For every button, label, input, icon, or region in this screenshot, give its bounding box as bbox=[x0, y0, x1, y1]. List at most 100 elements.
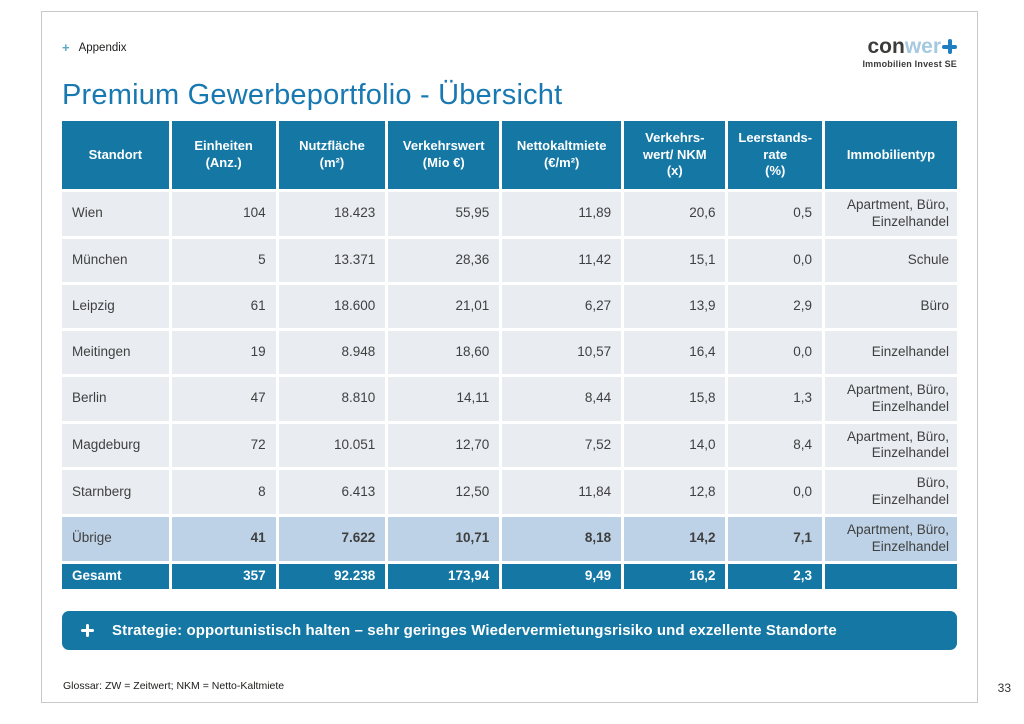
cell: 10.051 bbox=[278, 423, 386, 468]
cell: 18.600 bbox=[278, 284, 386, 328]
portfolio-table: Standort Einheiten (Anz.) Nutzfläche (m²) V… bbox=[59, 118, 960, 592]
cell: 14,2 bbox=[624, 517, 726, 561]
cell: 16,2 bbox=[624, 563, 726, 589]
conwert-logo: conwer Immobilien Invest SE bbox=[862, 36, 957, 69]
top-bar: + Appendix conwer Immobilien Invest SE bbox=[62, 34, 957, 69]
column-header-standort: Standort bbox=[62, 121, 169, 189]
cell: 16,4 bbox=[624, 330, 726, 374]
plus-icon bbox=[81, 623, 94, 637]
column-header-leerstands: Leerstands- rate (%) bbox=[728, 121, 822, 189]
cell: 173,94 bbox=[388, 563, 500, 589]
cell: 18.423 bbox=[278, 192, 386, 236]
page-number: 33 bbox=[997, 681, 1011, 695]
cell-standort: Gesamt bbox=[62, 563, 169, 589]
cell: 6,27 bbox=[502, 284, 622, 328]
cell: 18,60 bbox=[388, 330, 500, 374]
cell: 10,71 bbox=[388, 517, 500, 561]
cell: 14,11 bbox=[388, 376, 500, 421]
table-row-brige: Übrige 41 7.622 10,71 8,18 14,2 7,1 Apartment, … bbox=[62, 517, 957, 561]
breadcrumb: + Appendix bbox=[62, 40, 127, 55]
cell-standort: Leipzig bbox=[62, 284, 169, 328]
cell-standort: München bbox=[62, 238, 169, 282]
cell-standort: Übrige bbox=[62, 517, 169, 561]
cell: 2,9 bbox=[728, 284, 822, 328]
logo-plus-icon bbox=[942, 39, 957, 54]
cell: 15,1 bbox=[624, 238, 726, 282]
cell-standort: Wien bbox=[62, 192, 169, 236]
cell: Büro, Einzelhandel bbox=[824, 470, 957, 514]
cell-standort: Berlin bbox=[62, 376, 169, 421]
cell: 13,9 bbox=[624, 284, 726, 328]
cell: 13.371 bbox=[278, 238, 386, 282]
cell: 14,0 bbox=[624, 423, 726, 468]
slide: + Appendix conwer Immobilien Invest SE P… bbox=[41, 11, 978, 703]
cell: Schule bbox=[824, 238, 957, 282]
cell: 0,5 bbox=[728, 192, 822, 236]
cell bbox=[824, 563, 957, 589]
cell: 7,1 bbox=[728, 517, 822, 561]
cell: 15,8 bbox=[624, 376, 726, 421]
cell: Apartment, Büro, Einzelhandel bbox=[824, 423, 957, 468]
cell: 357 bbox=[171, 563, 276, 589]
cell: 0,0 bbox=[728, 470, 822, 514]
cell: Büro bbox=[824, 284, 957, 328]
cell: 8 bbox=[171, 470, 276, 514]
cell: 41 bbox=[171, 517, 276, 561]
cell: 5 bbox=[171, 238, 276, 282]
cell: 72 bbox=[171, 423, 276, 468]
cell: 2,3 bbox=[728, 563, 822, 589]
column-header-einheiten: Einheiten (Anz.) bbox=[171, 121, 276, 189]
page-title: Premium Gewerbeportfolio - Übersicht bbox=[62, 79, 563, 111]
cell: 11,42 bbox=[502, 238, 622, 282]
cell: 6.413 bbox=[278, 470, 386, 514]
cell: 47 bbox=[171, 376, 276, 421]
logo-text-con: con bbox=[867, 35, 905, 58]
cell: 7,52 bbox=[502, 423, 622, 468]
column-header-nutzfl-che: Nutzfläche (m²) bbox=[278, 121, 386, 189]
table-row-m-nchen: München 5 13.371 28,36 11,42 15,1 0,0 Schule bbox=[62, 238, 957, 282]
cell: 61 bbox=[171, 284, 276, 328]
table-row-magdeburg: Magdeburg 72 10.051 12,70 7,52 14,0 8,4 Apartme… bbox=[62, 423, 957, 468]
cell: 12,8 bbox=[624, 470, 726, 514]
strategy-text: Strategie: opportunistisch halten – sehr… bbox=[112, 621, 837, 639]
cell: 104 bbox=[171, 192, 276, 236]
cell: 28,36 bbox=[388, 238, 500, 282]
strategy-banner: Strategie: opportunistisch halten – sehr… bbox=[62, 610, 957, 650]
glossary-note: Glossar: ZW = Zeitwert; NKM = Netto-Kalt… bbox=[63, 680, 285, 692]
cell: 8.810 bbox=[278, 376, 386, 421]
cell: 55,95 bbox=[388, 192, 500, 236]
logo-text-wer: wer bbox=[904, 35, 941, 58]
cell: 11,89 bbox=[502, 192, 622, 236]
cell: 0,0 bbox=[728, 330, 822, 374]
cell-standort: Magdeburg bbox=[62, 423, 169, 468]
column-header-nettokaltmiete: Nettokaltmiete (€/m²) bbox=[502, 121, 622, 189]
table-row-starnberg: Starnberg 8 6.413 12,50 11,84 12,8 0,0 Büro, Ei… bbox=[62, 470, 957, 514]
column-header-verkehrswert: Verkehrswert (Mio €) bbox=[388, 121, 500, 189]
cell: Apartment, Büro, Einzelhandel bbox=[824, 517, 957, 561]
logo-subtitle: Immobilien Invest SE bbox=[862, 59, 957, 69]
cell: Apartment, Büro, Einzelhandel bbox=[824, 192, 957, 236]
table-row-gesamt: Gesamt 357 92.238 173,94 9,49 16,2 2,3 bbox=[62, 563, 957, 589]
cell: 20,6 bbox=[624, 192, 726, 236]
cell: 1,3 bbox=[728, 376, 822, 421]
cell: 12,50 bbox=[388, 470, 500, 514]
cell: 10,57 bbox=[502, 330, 622, 374]
logo-wordmark: conwer bbox=[862, 36, 957, 57]
cell: 9,49 bbox=[502, 563, 622, 589]
cell: 8,4 bbox=[728, 423, 822, 468]
cell-standort: Starnberg bbox=[62, 470, 169, 514]
cell: 8,44 bbox=[502, 376, 622, 421]
cell: Apartment, Büro, Einzelhandel bbox=[824, 376, 957, 421]
cell: Einzelhandel bbox=[824, 330, 957, 374]
table-row-berlin: Berlin 47 8.810 14,11 8,44 15,8 1,3 Apartment, … bbox=[62, 376, 957, 421]
column-header-verkehrs: Verkehrs- wert/ NKM (x) bbox=[624, 121, 726, 189]
cell: 92.238 bbox=[278, 563, 386, 589]
cell: 11,84 bbox=[502, 470, 622, 514]
cell: 8.948 bbox=[278, 330, 386, 374]
cell: 0,0 bbox=[728, 238, 822, 282]
cell: 12,70 bbox=[388, 423, 500, 468]
cell: 7.622 bbox=[278, 517, 386, 561]
table-header-row: Standort Einheiten (Anz.) Nutzfläche (m²) V… bbox=[62, 121, 957, 189]
cell: 8,18 bbox=[502, 517, 622, 561]
cell: 21,01 bbox=[388, 284, 500, 328]
